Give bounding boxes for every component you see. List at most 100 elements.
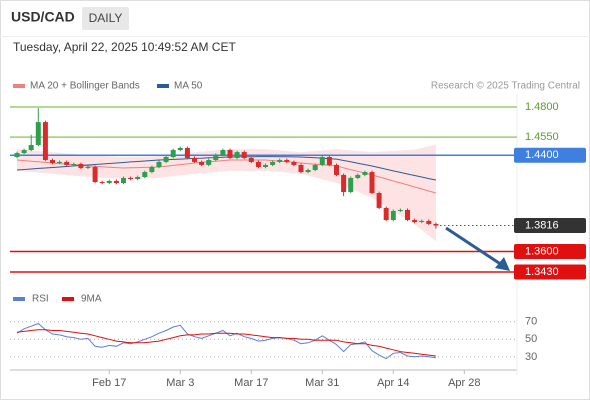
level-label: 1.3816 — [525, 219, 559, 231]
candle-body — [85, 166, 91, 168]
x-tick-label: Mar 31 — [305, 377, 339, 389]
candle-body — [135, 176, 141, 180]
timeframe: DAILY — [89, 11, 123, 25]
candle-body — [50, 160, 55, 164]
candle-body — [163, 157, 169, 162]
candle-body — [419, 220, 425, 223]
candle-body — [71, 163, 77, 165]
candle-body — [248, 157, 254, 162]
candle-body — [220, 150, 226, 155]
candle-body — [390, 210, 396, 220]
candle-body — [64, 161, 70, 165]
level-label: 1.4400 — [525, 149, 559, 161]
rsi-line — [16, 329, 436, 357]
level-label: 1.4800 — [525, 101, 559, 113]
candle-body — [277, 160, 283, 162]
bollinger-band — [17, 144, 436, 242]
level-label-box — [514, 264, 586, 280]
legend-swatch — [13, 297, 25, 301]
candle-body — [355, 174, 361, 178]
legend-swatch — [13, 84, 25, 88]
level-label-box — [514, 218, 586, 234]
x-tick-label: Mar 17 — [234, 377, 268, 389]
forecast-arrow-head — [495, 257, 510, 271]
candle-body — [348, 177, 354, 193]
candle-body — [362, 172, 368, 175]
candle-body — [142, 172, 148, 177]
candle-body — [298, 164, 304, 173]
candle-body — [234, 152, 240, 158]
candle-body — [412, 219, 418, 223]
candle-body — [213, 154, 219, 161]
candle-body — [326, 157, 332, 165]
candle-body — [291, 161, 297, 165]
candle-body — [305, 170, 311, 173]
x-tick-label: Mar 3 — [166, 377, 194, 389]
candle-body — [192, 157, 197, 162]
legend-swatch — [62, 297, 74, 301]
candle-body — [433, 223, 439, 226]
legend-label: 9MA — [81, 294, 102, 305]
level-label-box — [514, 244, 586, 260]
candle-body — [241, 152, 247, 158]
candle-body — [312, 164, 318, 171]
level-label-box — [514, 147, 586, 163]
candle-body — [284, 160, 290, 162]
candle-body — [21, 150, 27, 154]
candle-body — [35, 122, 41, 145]
candle-body — [149, 166, 155, 173]
legend-label: MA 20 + Bollinger Bands — [30, 81, 140, 92]
candle-body — [319, 157, 325, 165]
candle-body — [263, 164, 268, 167]
candle-body — [206, 160, 212, 165]
candle-body — [184, 147, 190, 158]
candle-body — [78, 163, 84, 168]
candle-body — [426, 220, 432, 224]
candle-body — [14, 153, 20, 158]
x-tick-label: Apr 28 — [448, 377, 480, 389]
candle-body — [106, 180, 112, 184]
forecast-arrow — [445, 226, 503, 267]
level-label: 1.4550 — [525, 131, 559, 143]
legend-label: MA 50 — [174, 81, 203, 92]
separator — [0, 36, 590, 37]
candle-body — [199, 161, 205, 165]
timestamp: Tuesday, April 22, 2025 10:49:52 AM CET — [13, 40, 236, 54]
candle-body — [270, 161, 276, 165]
candle-body — [255, 161, 261, 167]
symbol: USD/CAD — [11, 9, 75, 25]
candle-body — [92, 166, 98, 183]
candle-body — [128, 177, 134, 180]
ma-line — [16, 156, 436, 181]
candle-body — [57, 161, 63, 164]
candle-body — [121, 177, 126, 184]
candle-body — [376, 193, 382, 208]
legend-label: RSI — [32, 294, 49, 305]
candle-body — [383, 207, 389, 220]
level-label: 1.3600 — [525, 245, 559, 257]
candle-body — [177, 147, 183, 151]
candle-body — [227, 150, 233, 158]
candle-body — [156, 161, 162, 167]
x-tick-label: Feb 17 — [92, 377, 126, 389]
candle-body — [334, 164, 339, 175]
x-tick-label: Apr 14 — [377, 377, 409, 389]
candle-body — [28, 144, 34, 151]
candle-body — [405, 209, 410, 220]
candle-body — [99, 182, 105, 184]
candle-body — [369, 172, 375, 194]
candle-body — [113, 180, 119, 184]
level-label: 1.3430 — [525, 266, 559, 278]
y-tick-label: 30 — [525, 351, 537, 363]
y-tick-label: 50 — [525, 333, 537, 345]
candle-body — [42, 122, 48, 161]
candle-body — [341, 174, 347, 193]
candle-body — [397, 209, 403, 211]
candle-body — [170, 150, 176, 158]
y-tick-label: 70 — [525, 316, 537, 328]
legend-swatch — [157, 84, 169, 88]
timeframe-badge — [82, 7, 129, 30]
